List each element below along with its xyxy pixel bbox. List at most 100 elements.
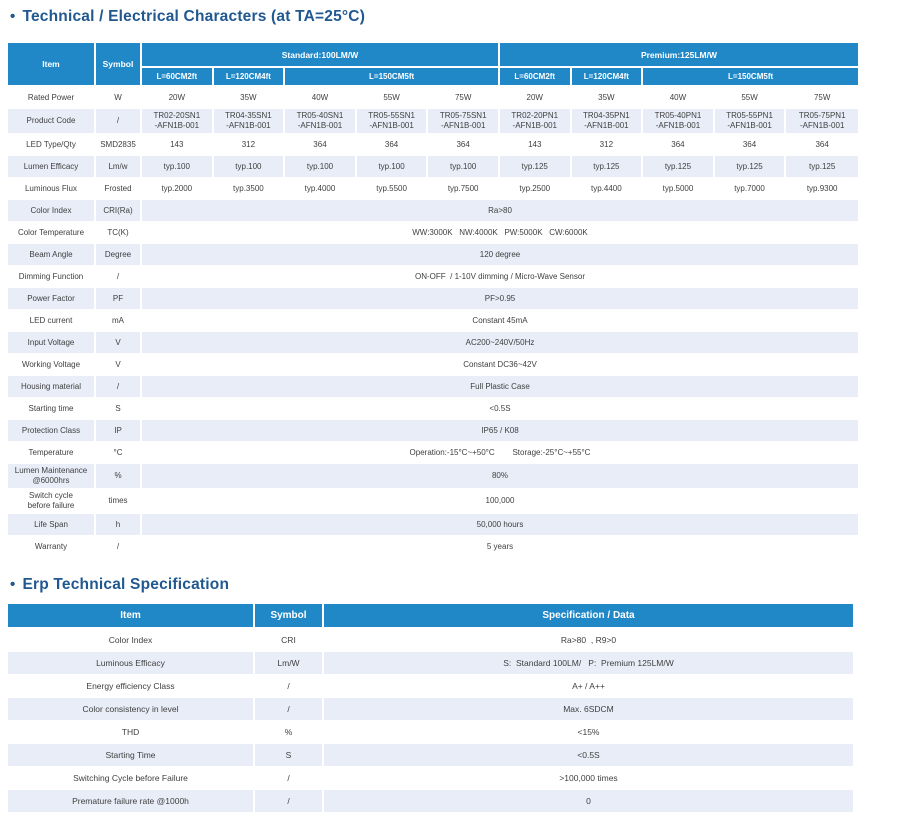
row-item-label: Switch cycle before failure [8, 489, 96, 514]
row-value: 364 [356, 134, 429, 156]
table-row: Color Index CRI Ra>80 , R9>0 [8, 629, 853, 652]
col-header-item: Item [8, 604, 255, 629]
row-merged-value: Ra>80 [142, 200, 858, 222]
technical-table-header: Item Symbol Standard:100LM/W Premium:125… [8, 43, 858, 87]
row-item-label: Temperature [8, 442, 96, 464]
row-symbol: TC(K) [96, 222, 142, 244]
row-value: 364 [285, 134, 357, 156]
row-symbol: SMD2835 [96, 134, 142, 156]
row-merged-value: Constant DC36~42V [142, 354, 858, 376]
row-value: 40W [643, 87, 715, 109]
row-symbol: Degree [96, 244, 142, 266]
col-header-item: Item [8, 43, 96, 87]
table-row: Rated Power W 20W 35W 40W 55W 75W 20W 35W 40W 55W 7… [8, 87, 858, 109]
row-merged-value: 5 years [142, 536, 858, 558]
row-item-label: Color Index [8, 629, 255, 652]
erp-table-body: Color Index CRI Ra>80 , R9>0 Luminous Effic… [8, 629, 853, 813]
row-value: typ.5500 [356, 178, 429, 200]
row-value: 20W [499, 87, 572, 109]
row-value: 312 [571, 134, 644, 156]
table-row: Energy efficiency Class / A+ / A++ [8, 675, 853, 698]
row-symbol: % [255, 721, 324, 744]
row-spec-value: <0.5S [324, 744, 853, 767]
row-item-label: LED current [8, 310, 96, 332]
row-item-label: Color Index [8, 200, 96, 222]
row-symbol: mA [96, 310, 142, 332]
section-title-text: Technical / Electrical Characters (at TA… [22, 8, 366, 25]
row-merged-value: PF>0.95 [142, 288, 858, 310]
table-row: Dimming Function / ON-OFF / 1-10V dimming … [8, 266, 858, 288]
table-row: Protection Class IP IP65 / K08 [8, 420, 858, 442]
row-spec-value: S: Standard 100LM/ P: Premium 125LM/W [324, 652, 853, 675]
row-item-label: Energy efficiency Class [8, 675, 255, 698]
row-value: typ.3500 [213, 178, 286, 200]
row-value: typ.4400 [571, 178, 644, 200]
table-row: Beam Angle Degree 120 degree [8, 244, 858, 266]
row-symbol: % [96, 464, 142, 489]
row-symbol: CRI(Ra) [96, 200, 142, 222]
tech-table-body: Rated Power W 20W 35W 40W 55W 75W 20W 35W 40W 55W 7… [8, 87, 858, 558]
row-merged-value: IP65 / K08 [142, 420, 858, 442]
row-value: 364 [428, 134, 500, 156]
row-symbol: / [255, 675, 324, 698]
table-row: Power Factor PF PF>0.95 [8, 288, 858, 310]
row-value: typ.125 [643, 156, 715, 178]
table-row: THD% <15% [8, 721, 853, 744]
row-value: 143 [142, 134, 214, 156]
row-merged-value: Constant 45mA [142, 310, 858, 332]
row-value: typ.7500 [428, 178, 500, 200]
row-symbol: V [96, 354, 142, 376]
table-row: Product Code / TR02-20SN1 -AFN1B-001 TR04-3… [8, 109, 858, 134]
row-value: 40W [285, 87, 357, 109]
row-item-label: LED Type/Qty [8, 134, 96, 156]
table-row: Luminous Flux Frosted typ.2000 typ.3500 typ.… [8, 178, 858, 200]
row-merged-value: 80% [142, 464, 858, 489]
table-row: Working Voltage V Constant DC36~42V [8, 354, 858, 376]
row-merged-value: WW:3000K NW:4000K PW:5000K CW:6000K [142, 222, 858, 244]
row-value: TR05-40SN1 -AFN1B-001 [285, 109, 357, 134]
bullet-icon: • [10, 8, 16, 25]
row-symbol: Lm/W [255, 652, 324, 675]
row-symbol: °C [96, 442, 142, 464]
row-item-label: Lumen Maintenance @6000hrs [8, 464, 96, 489]
row-item-label: Premature failure rate @1000h [8, 790, 255, 813]
row-item-label: Starting Time [8, 744, 255, 767]
table-row: Life Span h 50,000 hours [8, 514, 858, 536]
row-value: typ.2000 [142, 178, 214, 200]
row-symbol: S [96, 398, 142, 420]
row-value: 35W [213, 87, 286, 109]
row-symbol: / [96, 109, 142, 134]
row-value: TR05-55SN1 -AFN1B-001 [356, 109, 429, 134]
subcol-premium-150cm: L=150CM5ft [643, 68, 858, 87]
subcol-standard-150cm: L=150CM5ft [285, 68, 500, 87]
row-merged-value: 50,000 hours [142, 514, 858, 536]
group-header-standard: Standard:100LM/W [142, 43, 500, 68]
row-value: TR04-35PN1 -AFN1B-001 [571, 109, 644, 134]
table-row: Color Temperature TC(K) WW:3000K NW:4000K … [8, 222, 858, 244]
row-value: TR05-40PN1 -AFN1B-001 [643, 109, 715, 134]
row-merged-value: ON-OFF / 1-10V dimming / Micro-Wave Sens… [142, 266, 858, 288]
row-merged-value: Full Plastic Case [142, 376, 858, 398]
table-row: Warranty/5 years [8, 536, 858, 558]
table-row: Lumen Efficacy Lm/w typ.100 typ.100 typ.100 t… [8, 156, 858, 178]
row-value: 364 [643, 134, 715, 156]
row-item-label: Dimming Function [8, 266, 96, 288]
row-merged-value: 100,000 [142, 489, 858, 514]
row-item-label: Color Temperature [8, 222, 96, 244]
row-value: typ.125 [714, 156, 787, 178]
row-item-label: THD [8, 721, 255, 744]
table-row: Input Voltage V AC200~240V/50Hz [8, 332, 858, 354]
section-title-erp: • Erp Technical Specification [10, 576, 909, 594]
row-item-label: Color consistency in level [8, 698, 255, 721]
datasheet-page: • Technical / Electrical Characters (at … [8, 8, 909, 813]
row-value: TR02-20PN1 -AFN1B-001 [499, 109, 572, 134]
row-item-label: Switching Cycle before Failure [8, 767, 255, 790]
row-value: typ.100 [428, 156, 500, 178]
row-value: 75W [428, 87, 500, 109]
row-symbol: / [255, 698, 324, 721]
row-value: typ.100 [213, 156, 286, 178]
col-header-specification: Specification / Data [324, 604, 853, 629]
table-row: Housing material / Full Plastic Case [8, 376, 858, 398]
row-value: typ.100 [285, 156, 357, 178]
row-value: 35W [571, 87, 644, 109]
